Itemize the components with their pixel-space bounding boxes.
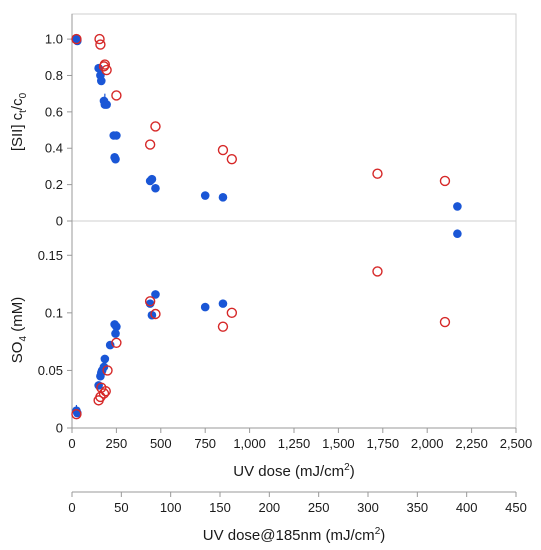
x2-ticks: 0 50 100 150 200 250 300 350 400 450 xyxy=(68,492,527,515)
data-point-open xyxy=(217,144,229,156)
data-point-open xyxy=(150,308,161,320)
y-tick-label: 0.1 xyxy=(45,305,63,320)
x2-tick-label: 200 xyxy=(258,500,280,515)
data-point-open xyxy=(226,307,238,319)
x2-tick-label: 450 xyxy=(505,500,527,515)
data-marks xyxy=(71,33,462,420)
data-point-open xyxy=(71,408,82,420)
data-point-open xyxy=(226,153,238,165)
y-tick-label: 0 xyxy=(56,421,63,436)
x-tick-label: 1,250 xyxy=(278,436,311,451)
data-point-open xyxy=(372,266,383,277)
top-y-ticks: 0 0.2 0.4 0.6 0.8 1.0 xyxy=(45,32,72,229)
y-tick-label: 0.05 xyxy=(38,363,63,378)
data-point-filled xyxy=(218,299,228,308)
x-tick-label: 750 xyxy=(194,436,216,451)
x-axis-label: UV dose (mJ/cm2) xyxy=(233,462,354,480)
x-tick-label: 1,000 xyxy=(233,436,266,451)
data-point-filled xyxy=(151,290,160,299)
x-tick-label: 250 xyxy=(106,436,128,451)
x2-tick-label: 250 xyxy=(308,500,330,515)
data-point-filled xyxy=(145,299,155,308)
data-point-filled xyxy=(453,229,462,239)
data-point-open xyxy=(99,59,111,70)
data-point-filled xyxy=(112,131,121,140)
x-axis-2-label: UV dose@185nm (mJ/cm2) xyxy=(203,526,386,544)
x-tick-label: 500 xyxy=(150,436,172,451)
x2-tick-label: 350 xyxy=(406,500,428,515)
data-point-open xyxy=(71,33,82,45)
y-tick-label: 0.4 xyxy=(45,141,63,156)
y-tick-label: 1.0 xyxy=(45,32,63,47)
bottom-y-axis-label: SO4 (mM) xyxy=(9,297,29,363)
x2-tick-label: 50 xyxy=(114,500,128,515)
data-point-open xyxy=(98,388,110,399)
data-point-open xyxy=(144,139,156,150)
x-tick-label: 0 xyxy=(68,436,75,451)
data-point-open xyxy=(95,39,106,50)
data-point-filled xyxy=(112,322,121,331)
top-y-axis-label: [SII] ct/c0 xyxy=(9,92,29,151)
data-point-open xyxy=(144,296,156,307)
y-tick-label: 0.15 xyxy=(38,248,63,263)
data-point-filled xyxy=(453,202,462,211)
data-point-open xyxy=(217,321,229,332)
data-point-filled xyxy=(97,76,106,86)
data-point-filled xyxy=(111,329,120,338)
y-tick-label: 0 xyxy=(56,214,63,229)
data-point-open xyxy=(439,175,451,187)
data-point-filled xyxy=(111,154,120,164)
data-point-filled xyxy=(102,100,111,109)
bottom-y-ticks: 0 0.05 0.1 0.15 xyxy=(38,248,72,436)
x2-tick-label: 150 xyxy=(209,500,231,515)
data-point-open xyxy=(100,385,111,397)
x2-tick-label: 400 xyxy=(456,500,478,515)
y-tick-label: 0.2 xyxy=(45,177,63,192)
x2-tick-label: 300 xyxy=(357,500,379,515)
data-point-open xyxy=(94,33,105,45)
data-point-filled xyxy=(200,191,210,200)
data-point-open xyxy=(439,316,451,328)
data-point-open xyxy=(102,365,113,376)
y-tick-label: 0.6 xyxy=(45,104,63,119)
data-point-filled xyxy=(200,302,210,312)
y-tick-label: 0.8 xyxy=(45,68,63,83)
data-point-filled xyxy=(151,183,160,193)
data-point-filled xyxy=(147,174,157,184)
x2-tick-label: 0 xyxy=(68,500,75,515)
x2-tick-label: 100 xyxy=(160,500,182,515)
data-point-filled xyxy=(100,354,110,364)
x-tick-label: 1,500 xyxy=(322,436,355,451)
x-tick-label: 1,750 xyxy=(367,436,400,451)
data-point-open xyxy=(150,121,161,132)
data-point-filled xyxy=(147,310,157,320)
x-ticks: 0 250 500 750 1,000 1,250 1,500 1,750 2,000 2,250… xyxy=(68,428,532,451)
data-point-open xyxy=(111,90,122,101)
x-tick-label: 2,250 xyxy=(455,436,488,451)
x-tick-label: 2,500 xyxy=(500,436,533,451)
data-point-filled xyxy=(218,193,228,202)
data-point-open xyxy=(101,64,112,76)
data-point-open xyxy=(111,337,122,348)
x-tick-label: 2,000 xyxy=(411,436,444,451)
data-point-open xyxy=(372,168,383,179)
